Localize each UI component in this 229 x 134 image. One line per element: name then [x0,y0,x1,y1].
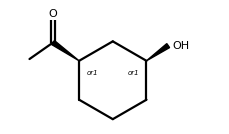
Polygon shape [146,44,169,61]
Text: or1: or1 [87,70,98,76]
Text: OH: OH [172,41,189,51]
Polygon shape [52,41,79,61]
Text: O: O [49,9,57,19]
Text: or1: or1 [127,70,139,76]
